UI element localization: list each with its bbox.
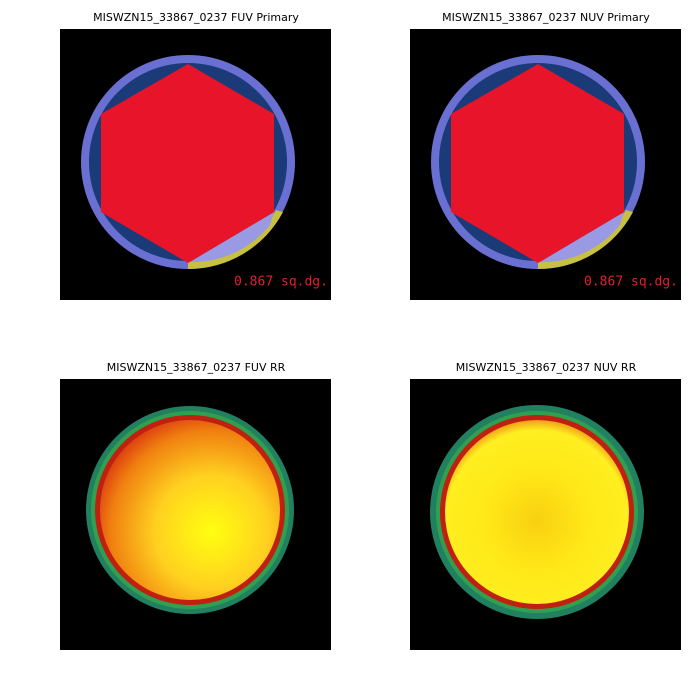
image bbox=[100, 420, 280, 600]
area-label: 0.867 sq.dg. bbox=[234, 275, 328, 290]
image bbox=[445, 420, 629, 604]
panel-title: MISWZN15_33867_0237 NUV RR bbox=[456, 361, 637, 374]
hexagon bbox=[451, 64, 624, 263]
panel-title: MISWZN15_33867_0237 FUV RR bbox=[107, 361, 286, 374]
panel-title: MISWZN15_33867_0237 FUV Primary bbox=[93, 11, 299, 24]
panel-title: MISWZN15_33867_0237 NUV Primary bbox=[442, 11, 650, 24]
hexagon bbox=[101, 64, 274, 263]
area-label: 0.867 sq.dg. bbox=[584, 275, 678, 290]
edge bbox=[188, 210, 283, 270]
edge bbox=[538, 210, 633, 270]
